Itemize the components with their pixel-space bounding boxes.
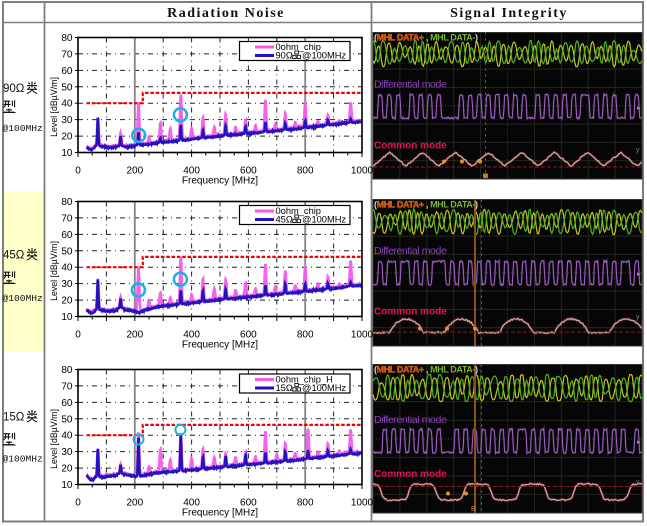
svg-text:@100MHz: @100MHz	[3, 123, 43, 134]
svg-text:0: 0	[75, 166, 81, 177]
svg-text:80: 80	[61, 33, 73, 44]
svg-text:80: 80	[61, 365, 73, 376]
svg-text:Common mode: Common mode	[374, 141, 447, 152]
svg-text:Level [dBµV/m]: Level [dBµV/m]	[49, 409, 59, 469]
svg-text:200: 200	[126, 166, 143, 177]
svg-text:1000: 1000	[351, 166, 374, 177]
svg-text:y: y	[636, 314, 640, 321]
svg-text:200: 200	[126, 330, 143, 341]
svg-text:Signal Integrity: Signal Integrity	[450, 6, 568, 21]
svg-text:Frequency [MHz]: Frequency [MHz]	[182, 508, 258, 519]
svg-text:(MHL DATA+ , MHL DATA-): (MHL DATA+ , MHL DATA-)	[374, 200, 478, 210]
svg-text:20: 20	[61, 464, 73, 475]
svg-text:90Ω: 90Ω	[276, 51, 293, 61]
svg-text:800: 800	[297, 498, 314, 509]
svg-text:Level [dBµV/m]: Level [dBµV/m]	[49, 77, 59, 137]
svg-text:@100MHz: @100MHz	[3, 454, 43, 465]
svg-text:y: y	[636, 479, 640, 486]
svg-text:45Ω: 45Ω	[3, 250, 25, 262]
svg-text:80: 80	[61, 197, 73, 208]
svg-text:600: 600	[240, 498, 257, 509]
svg-text:(MHL DATA+ , MHL DATA-): (MHL DATA+ , MHL DATA-)	[374, 365, 478, 375]
svg-text:▸: ▸	[637, 105, 641, 112]
svg-text:10: 10	[61, 148, 73, 159]
svg-text:800: 800	[297, 330, 314, 341]
svg-text:y: y	[636, 147, 640, 154]
svg-text:(MHL DATA+ , MHL DATA-): (MHL DATA+ , MHL DATA-)	[374, 33, 478, 43]
svg-text:Level [dBµV/m]: Level [dBµV/m]	[49, 241, 59, 301]
svg-text:70: 70	[61, 381, 73, 392]
svg-text:400: 400	[183, 166, 200, 177]
svg-text:Common mode: Common mode	[374, 469, 447, 480]
svg-text:1000: 1000	[351, 330, 374, 341]
svg-text:1000: 1000	[351, 498, 374, 509]
svg-text:B: B	[471, 506, 476, 513]
svg-text:15Ω: 15Ω	[3, 412, 25, 424]
svg-text:20: 20	[61, 296, 73, 307]
svg-text:0ohm_chip: 0ohm_chip	[276, 42, 321, 52]
svg-text:Frequency [MHz]: Frequency [MHz]	[182, 340, 258, 351]
svg-text:50: 50	[61, 246, 73, 257]
svg-text:20: 20	[61, 132, 73, 143]
svg-text:0: 0	[75, 330, 81, 341]
svg-text:30: 30	[61, 447, 73, 458]
svg-text:45Ω: 45Ω	[276, 215, 293, 225]
svg-text:50: 50	[61, 414, 73, 425]
svg-text:40: 40	[61, 99, 73, 110]
svg-text:60: 60	[61, 66, 73, 77]
svg-text:Differential mode: Differential mode	[374, 79, 447, 91]
svg-text:Radiation Noise: Radiation Noise	[167, 6, 285, 21]
svg-text:800: 800	[297, 166, 314, 177]
svg-text:Differential mode: Differential mode	[374, 414, 447, 426]
svg-text:@100MHz: @100MHz	[302, 215, 346, 225]
svg-text:Differential mode: Differential mode	[374, 245, 447, 257]
svg-text:400: 400	[183, 330, 200, 341]
svg-text:Frequency [MHz]: Frequency [MHz]	[182, 176, 258, 187]
svg-text:@100MHz: @100MHz	[302, 383, 346, 393]
svg-text:40: 40	[61, 431, 73, 442]
svg-text:40: 40	[61, 263, 73, 274]
svg-text:0ohm_chip: 0ohm_chip	[276, 206, 321, 216]
svg-text:70: 70	[61, 213, 73, 224]
svg-text:15Ω: 15Ω	[276, 383, 293, 393]
svg-text:60: 60	[61, 230, 73, 241]
svg-text:30: 30	[61, 115, 73, 126]
svg-text:400: 400	[183, 498, 200, 509]
svg-text:10: 10	[61, 312, 73, 323]
svg-text:10: 10	[61, 480, 73, 491]
svg-text:@100MHz: @100MHz	[3, 293, 43, 304]
svg-text:Common mode: Common mode	[374, 307, 447, 318]
svg-text:200: 200	[126, 498, 143, 509]
svg-text:@100MHz: @100MHz	[302, 51, 346, 61]
svg-text:0ohm_chip_H: 0ohm_chip_H	[276, 375, 333, 385]
svg-text:50: 50	[61, 82, 73, 93]
svg-text:600: 600	[240, 166, 257, 177]
svg-text:600: 600	[240, 330, 257, 341]
svg-text:▸: ▸	[637, 271, 641, 278]
svg-text:60: 60	[61, 398, 73, 409]
svg-text:▸: ▸	[637, 439, 641, 446]
svg-text:70: 70	[61, 49, 73, 60]
svg-text:0: 0	[75, 498, 81, 509]
svg-text:90Ω: 90Ω	[3, 83, 25, 95]
svg-text:30: 30	[61, 279, 73, 290]
